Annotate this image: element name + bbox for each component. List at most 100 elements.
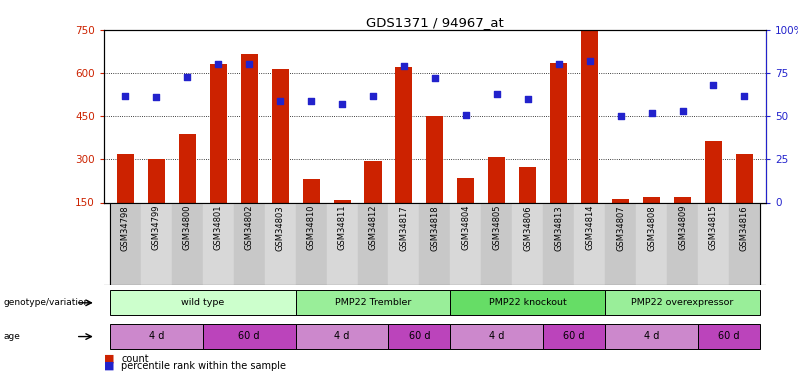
Text: 60 d: 60 d: [718, 331, 740, 341]
Text: GSM34800: GSM34800: [183, 205, 192, 251]
Point: [243, 62, 255, 68]
Text: GSM34807: GSM34807: [616, 205, 625, 251]
Point: [738, 93, 751, 99]
Bar: [358, 202, 389, 285]
Bar: [575, 202, 605, 285]
Bar: [705, 141, 722, 202]
Bar: [396, 68, 413, 203]
Bar: [110, 290, 295, 315]
Point: [336, 101, 349, 107]
Text: ■: ■: [104, 354, 114, 364]
Text: genotype/variation: genotype/variation: [4, 298, 90, 307]
Point: [583, 58, 596, 64]
Point: [614, 113, 627, 119]
Text: GSM34801: GSM34801: [214, 205, 223, 251]
Point: [645, 110, 658, 116]
Text: GSM34803: GSM34803: [275, 205, 285, 251]
Text: GSM34814: GSM34814: [585, 205, 595, 251]
Point: [707, 82, 720, 88]
Title: GDS1371 / 94967_at: GDS1371 / 94967_at: [366, 16, 504, 29]
Point: [491, 91, 504, 97]
Bar: [302, 179, 320, 203]
Bar: [450, 324, 543, 349]
Bar: [698, 324, 760, 349]
Bar: [110, 324, 203, 349]
Text: GSM34817: GSM34817: [400, 205, 409, 251]
Bar: [179, 134, 196, 202]
Point: [397, 63, 410, 69]
Text: 60 d: 60 d: [239, 331, 260, 341]
Text: GSM34808: GSM34808: [647, 205, 656, 251]
Bar: [420, 202, 450, 285]
Text: PMP22 knockout: PMP22 knockout: [489, 298, 567, 307]
Bar: [389, 202, 420, 285]
Point: [181, 74, 194, 80]
Text: GSM34805: GSM34805: [492, 205, 501, 251]
Text: GSM34818: GSM34818: [430, 205, 440, 251]
Text: GSM34816: GSM34816: [740, 205, 749, 251]
Point: [274, 98, 286, 104]
Bar: [210, 64, 227, 203]
Bar: [295, 290, 450, 315]
Bar: [172, 202, 203, 285]
Text: GSM34812: GSM34812: [369, 205, 377, 251]
Bar: [148, 159, 165, 203]
Bar: [234, 202, 265, 285]
Text: 4 d: 4 d: [489, 331, 504, 341]
Bar: [271, 69, 289, 203]
Text: ■: ■: [104, 361, 114, 370]
Text: GSM34799: GSM34799: [152, 205, 161, 251]
Bar: [605, 324, 698, 349]
Bar: [203, 324, 295, 349]
Bar: [667, 202, 698, 285]
Text: 60 d: 60 d: [563, 331, 585, 341]
Point: [429, 75, 441, 81]
Bar: [698, 202, 729, 285]
Text: GSM34815: GSM34815: [709, 205, 718, 251]
Bar: [488, 156, 505, 203]
Bar: [729, 202, 760, 285]
Bar: [736, 154, 753, 203]
Text: GSM34802: GSM34802: [245, 205, 254, 251]
Text: GSM34810: GSM34810: [306, 205, 315, 251]
Bar: [117, 154, 134, 203]
Bar: [326, 202, 358, 285]
Bar: [110, 202, 141, 285]
Bar: [295, 324, 389, 349]
Bar: [543, 202, 575, 285]
Text: GSM34804: GSM34804: [461, 205, 470, 251]
Text: GSM34806: GSM34806: [523, 205, 532, 251]
Bar: [241, 54, 258, 202]
Text: age: age: [4, 332, 21, 341]
Point: [521, 96, 534, 102]
Point: [119, 93, 132, 99]
Bar: [581, 28, 598, 202]
Bar: [605, 290, 760, 315]
Text: 4 d: 4 d: [148, 331, 164, 341]
Text: percentile rank within the sample: percentile rank within the sample: [121, 361, 286, 370]
Point: [212, 62, 225, 68]
Bar: [265, 202, 295, 285]
Bar: [295, 202, 326, 285]
Text: count: count: [121, 354, 149, 364]
Bar: [450, 290, 605, 315]
Point: [676, 108, 689, 114]
Text: 4 d: 4 d: [334, 331, 350, 341]
Bar: [512, 202, 543, 285]
Text: 4 d: 4 d: [644, 331, 659, 341]
Text: GSM34813: GSM34813: [555, 205, 563, 251]
Bar: [543, 324, 605, 349]
Point: [552, 62, 565, 68]
Point: [366, 93, 379, 99]
Text: PMP22 overexpressor: PMP22 overexpressor: [631, 298, 733, 307]
Bar: [481, 202, 512, 285]
Bar: [334, 200, 350, 202]
Point: [460, 111, 472, 117]
Bar: [365, 161, 381, 202]
Text: PMP22 Trembler: PMP22 Trembler: [335, 298, 411, 307]
Text: GSM34811: GSM34811: [338, 205, 346, 251]
Bar: [519, 166, 536, 202]
Bar: [426, 116, 444, 202]
Point: [305, 98, 318, 104]
Point: [150, 94, 163, 100]
